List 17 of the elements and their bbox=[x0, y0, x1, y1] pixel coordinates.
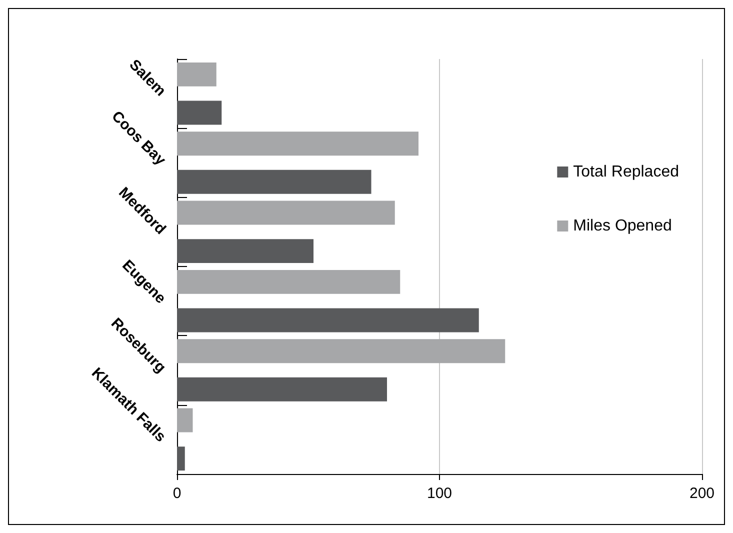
bar bbox=[177, 170, 372, 194]
bar bbox=[177, 200, 395, 225]
bar bbox=[177, 339, 506, 364]
bar bbox=[177, 408, 193, 432]
bar bbox=[177, 62, 216, 86]
x-tick-label: 200 bbox=[689, 485, 715, 502]
legend-label: Total Replaced bbox=[573, 164, 679, 180]
bar bbox=[177, 308, 479, 332]
legend-label: Miles Opened bbox=[573, 218, 672, 234]
bar bbox=[177, 132, 418, 156]
x-tick-label: 0 bbox=[172, 485, 182, 502]
bar bbox=[177, 446, 185, 471]
x-tick-label: 100 bbox=[426, 485, 452, 502]
bar bbox=[177, 270, 400, 294]
bar bbox=[177, 100, 222, 125]
bar bbox=[177, 377, 387, 402]
bar bbox=[177, 239, 314, 264]
